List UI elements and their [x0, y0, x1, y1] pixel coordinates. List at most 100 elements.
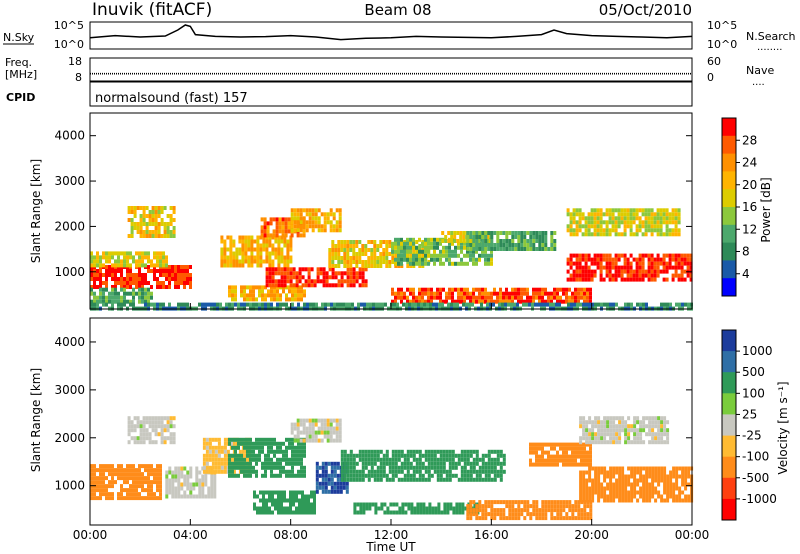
heatmap-cell [574, 442, 577, 447]
heatmap-cell [151, 230, 155, 234]
heatmap-cell [330, 302, 333, 307]
heatmap-cell [228, 302, 231, 307]
heatmap-cell [562, 450, 565, 455]
heatmap-cell [538, 287, 541, 292]
heatmap-cell [205, 453, 209, 458]
heatmap-cell [418, 264, 422, 268]
heatmap-cell [481, 249, 484, 254]
heatmap-cell [330, 461, 334, 466]
heatmap-cell [90, 496, 93, 501]
heatmap-cell [262, 498, 265, 503]
heatmap-cell [532, 295, 535, 300]
heatmap-cell [569, 228, 573, 233]
nave-label: Nave [746, 64, 774, 77]
heatmap-cell [204, 478, 208, 483]
heatmap-cell [663, 482, 667, 487]
heatmap-cell [541, 239, 545, 243]
heatmap-cell [96, 263, 99, 268]
heatmap-cell [508, 512, 512, 517]
heatmap-cell [439, 469, 443, 474]
heatmap-cell [326, 212, 330, 217]
heatmap-cell [394, 241, 397, 246]
heatmap-cell [597, 470, 601, 475]
heatmap-cell [659, 224, 663, 229]
heatmap-cell [585, 432, 589, 437]
heatmap-cell [365, 502, 369, 507]
heatmap-cell [651, 494, 655, 499]
heatmap-cell [559, 454, 562, 459]
heatmap-cell [261, 445, 264, 450]
heatmap-cell [642, 466, 646, 471]
heatmap-cell [520, 299, 523, 304]
heatmap-cell [400, 477, 404, 482]
heatmap-cell [448, 477, 452, 482]
heatmap-cell [174, 486, 178, 491]
heatmap-cell [576, 302, 579, 307]
heatmap-cell [291, 461, 294, 466]
heatmap-cell [642, 498, 646, 503]
heatmap-cell [496, 295, 499, 300]
heatmap-cell [264, 437, 267, 442]
heatmap-cell [299, 208, 303, 213]
heatmap-cell [229, 251, 233, 256]
heatmap-cell [346, 283, 350, 288]
heatmap-cell [657, 440, 661, 445]
heatmap-cell [165, 277, 168, 281]
heatmap-cell [502, 508, 506, 513]
colorbar-swatch [722, 278, 736, 297]
heatmap-cell [159, 273, 162, 277]
heatmap-cell [96, 255, 99, 260]
heatmap-cell [208, 469, 212, 474]
heatmap-cell [129, 476, 132, 481]
heatmap-cell [105, 299, 108, 304]
heatmap-cell [583, 291, 586, 296]
heatmap-cell [371, 502, 375, 507]
heatmap-cell [671, 216, 675, 221]
heatmap-cell [177, 470, 181, 475]
heatmap-cell [281, 221, 285, 226]
heatmap-cell [261, 297, 264, 302]
heatmap-cell [169, 432, 173, 437]
heatmap-cell [290, 220, 294, 225]
heatmap-cell [478, 516, 482, 521]
heatmap-cell [651, 432, 655, 437]
heatmap-cell [308, 208, 312, 213]
heatmap-cell [307, 494, 310, 499]
heatmap-cell [412, 248, 416, 252]
heatmap-cell [297, 469, 300, 474]
heatmap-cell [624, 424, 628, 429]
heatmap-cell [234, 449, 237, 454]
heatmap-cell [678, 494, 682, 499]
heatmap-cell [605, 220, 609, 225]
heatmap-cell [329, 422, 333, 427]
heatmap-cell [229, 243, 233, 248]
heatmap-cell [511, 239, 515, 243]
heatmap-cell [136, 440, 140, 445]
heatmap-cell [487, 243, 491, 247]
heatmap-cell [647, 273, 651, 278]
heatmap-cell [356, 502, 360, 507]
heatmap-cell [361, 449, 365, 454]
heatmap-cell [373, 240, 377, 244]
heatmap-cell [662, 220, 666, 225]
heatmap-cell [663, 490, 667, 495]
heatmap-cell [376, 248, 380, 252]
heatmap-cell [129, 464, 132, 469]
heatmap-cell [338, 208, 342, 213]
heatmap-cell [614, 216, 618, 221]
heatmap-cell [502, 239, 506, 243]
heatmap-cell [144, 255, 147, 260]
heatmap-cell [624, 494, 628, 499]
heatmap-cell [569, 232, 573, 237]
heatmap-cell [514, 231, 518, 235]
heatmap-cell [409, 241, 412, 246]
heatmap-cell [514, 295, 517, 300]
heatmap-cell [574, 450, 577, 455]
heatmap-cell [584, 253, 588, 258]
heatmap-cell [223, 255, 227, 260]
heatmap-cell [133, 424, 137, 429]
heatmap-cell [93, 259, 96, 264]
heatmap-cell [141, 277, 144, 281]
heatmap-cell [361, 283, 365, 288]
heatmap-cell [415, 253, 418, 258]
